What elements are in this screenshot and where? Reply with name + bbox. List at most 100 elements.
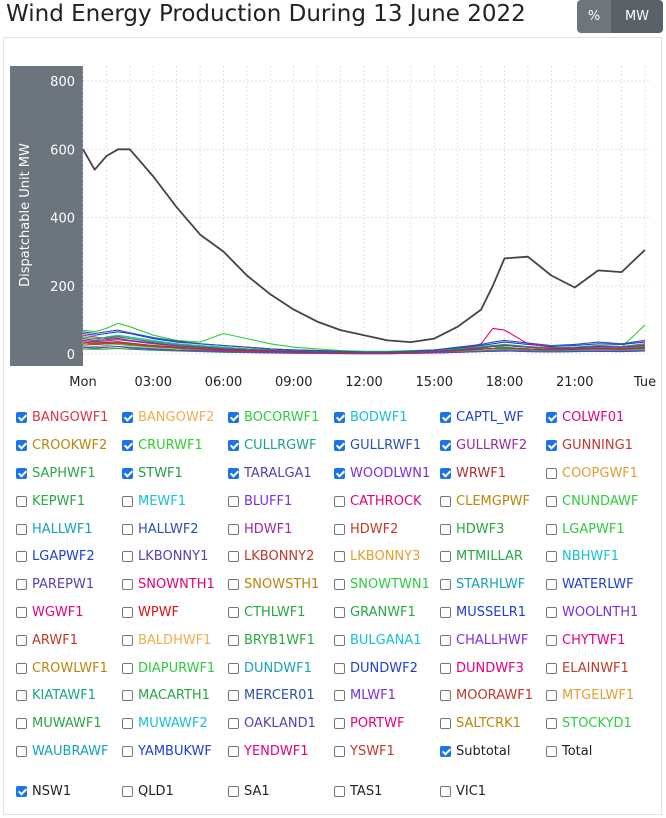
legend-item-muwawf1[interactable]: MUWAWF1 [16, 710, 122, 738]
legend-item-cathrock[interactable]: CATHROCK [334, 487, 440, 515]
legend-checkbox[interactable] [228, 495, 239, 507]
legend-checkbox[interactable] [546, 412, 557, 424]
legend-checkbox[interactable] [546, 551, 557, 563]
legend-checkbox[interactable] [440, 551, 451, 563]
legend-item-elainwf1[interactable]: ELAINWF1 [546, 654, 652, 682]
legend-item-wrwf1[interactable]: WRWF1 [440, 460, 546, 488]
region-item-qld1[interactable]: QLD1 [122, 784, 228, 799]
legend-item-waubrawf[interactable]: WAUBRAWF [16, 738, 122, 766]
legend-item-bryb1wf1[interactable]: BRYB1WF1 [228, 626, 334, 654]
legend-item-bangowf1[interactable]: BANGOWF1 [16, 404, 122, 432]
legend-item-muwawf2[interactable]: MUWAWF2 [122, 710, 228, 738]
legend-checkbox[interactable] [122, 495, 133, 507]
legend-checkbox[interactable] [122, 440, 133, 452]
region-item-sa1[interactable]: SA1 [228, 784, 334, 799]
legend-checkbox[interactable] [546, 495, 557, 507]
legend-checkbox[interactable] [334, 718, 345, 730]
legend-item-waterlwf[interactable]: WATERLWF [546, 571, 652, 599]
legend-checkbox[interactable] [440, 523, 451, 535]
legend-item-woodlwn1[interactable]: WOODLWN1 [334, 460, 440, 488]
legend-item-taralga1[interactable]: TARALGA1 [228, 460, 334, 488]
legend-item-woolnth1[interactable]: WOOLNTH1 [546, 599, 652, 627]
legend-checkbox[interactable] [122, 745, 133, 757]
legend-item-yswf1[interactable]: YSWF1 [334, 738, 440, 766]
legend-checkbox[interactable] [546, 579, 557, 591]
legend-item-starhlwf[interactable]: STARHLWF [440, 571, 546, 599]
legend-checkbox[interactable] [228, 690, 239, 702]
legend-item-stwf1[interactable]: STWF1 [122, 460, 228, 488]
legend-checkbox[interactable] [440, 662, 451, 674]
legend-checkbox[interactable] [546, 634, 557, 646]
legend-item-subtotal[interactable]: Subtotal [440, 738, 546, 766]
legend-checkbox[interactable] [334, 579, 345, 591]
legend-checkbox[interactable] [440, 467, 451, 479]
legend-checkbox[interactable] [122, 412, 133, 424]
legend-checkbox[interactable] [16, 634, 27, 646]
legend-item-hallwf1[interactable]: HALLWF1 [16, 515, 122, 543]
legend-checkbox[interactable] [228, 662, 239, 674]
legend-item-musselr1[interactable]: MUSSELR1 [440, 599, 546, 627]
legend-checkbox[interactable] [122, 523, 133, 535]
legend-item-lkbonny2[interactable]: LKBONNY2 [228, 543, 334, 571]
legend-item-gunning1[interactable]: GUNNING1 [546, 432, 652, 460]
legend-checkbox[interactable] [16, 718, 27, 730]
legend-checkbox[interactable] [334, 412, 345, 424]
legend-checkbox[interactable] [440, 718, 451, 730]
legend-item-arwf1[interactable]: ARWF1 [16, 626, 122, 654]
legend-item-kiatawf1[interactable]: KIATAWF1 [16, 682, 122, 710]
legend-checkbox[interactable] [122, 690, 133, 702]
legend-checkbox[interactable] [440, 440, 451, 452]
legend-item-snowtwn1[interactable]: SNOWTWN1 [334, 571, 440, 599]
legend-checkbox[interactable] [440, 412, 451, 424]
legend-item-yambukwf[interactable]: YAMBUKWF [122, 738, 228, 766]
legend-checkbox[interactable] [546, 523, 557, 535]
legend-item-mercer01[interactable]: MERCER01 [228, 682, 334, 710]
legend-item-cnundawf[interactable]: CNUNDAWF [546, 487, 652, 515]
legend-checkbox[interactable] [440, 606, 451, 618]
mw-button[interactable]: MW [611, 0, 663, 33]
legend-item-bangowf2[interactable]: BANGOWF2 [122, 404, 228, 432]
legend-checkbox[interactable] [440, 690, 451, 702]
legend-item-challhwf[interactable]: CHALLHWF [440, 626, 546, 654]
region-item-nsw1[interactable]: NSW1 [16, 784, 122, 799]
region-item-vic1[interactable]: VIC1 [440, 784, 546, 799]
legend-checkbox[interactable] [228, 745, 239, 757]
legend-item-kepwf1[interactable]: KEPWF1 [16, 487, 122, 515]
legend-checkbox[interactable] [16, 467, 27, 479]
legend-checkbox[interactable] [228, 523, 239, 535]
legend-item-crookwf2[interactable]: CROOKWF2 [16, 432, 122, 460]
legend-checkbox[interactable] [440, 745, 451, 757]
legend-item-wpwf[interactable]: WPWF [122, 599, 228, 627]
legend-item-granwf1[interactable]: GRANWF1 [334, 599, 440, 627]
legend-checkbox[interactable] [334, 495, 345, 507]
legend-checkbox[interactable] [546, 606, 557, 618]
legend-checkbox[interactable] [16, 551, 27, 563]
legend-checkbox[interactable] [334, 634, 345, 646]
legend-item-cthlwf1[interactable]: CTHLWF1 [228, 599, 334, 627]
legend-item-hallwf2[interactable]: HALLWF2 [122, 515, 228, 543]
legend-checkbox[interactable] [546, 662, 557, 674]
legend-item-snownth1[interactable]: SNOWNTH1 [122, 571, 228, 599]
legend-item-bocorwf1[interactable]: BOCORWF1 [228, 404, 334, 432]
legend-checkbox[interactable] [122, 718, 133, 730]
legend-checkbox[interactable] [334, 440, 345, 452]
legend-item-moorawf1[interactable]: MOORAWF1 [440, 682, 546, 710]
legend-checkbox[interactable] [334, 523, 345, 535]
legend-checkbox[interactable] [334, 690, 345, 702]
legend-checkbox[interactable] [16, 412, 27, 424]
legend-checkbox[interactable] [334, 467, 345, 479]
legend-checkbox[interactable] [546, 690, 557, 702]
legend-checkbox[interactable] [334, 662, 345, 674]
legend-item-lgapwf2[interactable]: LGAPWF2 [16, 543, 122, 571]
legend-item-coopgwf1[interactable]: COOPGWF1 [546, 460, 652, 488]
legend-item-chytwf1[interactable]: CHYTWF1 [546, 626, 652, 654]
legend-checkbox[interactable] [334, 745, 345, 757]
legend-checkbox[interactable] [228, 551, 239, 563]
legend-item-lgapwf1[interactable]: LGAPWF1 [546, 515, 652, 543]
legend-checkbox[interactable] [228, 467, 239, 479]
legend-checkbox[interactable] [122, 634, 133, 646]
legend-item-clemgpwf[interactable]: CLEMGPWF [440, 487, 546, 515]
legend-item-mtmillar[interactable]: MTMILLAR [440, 543, 546, 571]
legend-checkbox[interactable] [16, 745, 27, 757]
legend-item-colwf01[interactable]: COLWF01 [546, 404, 652, 432]
